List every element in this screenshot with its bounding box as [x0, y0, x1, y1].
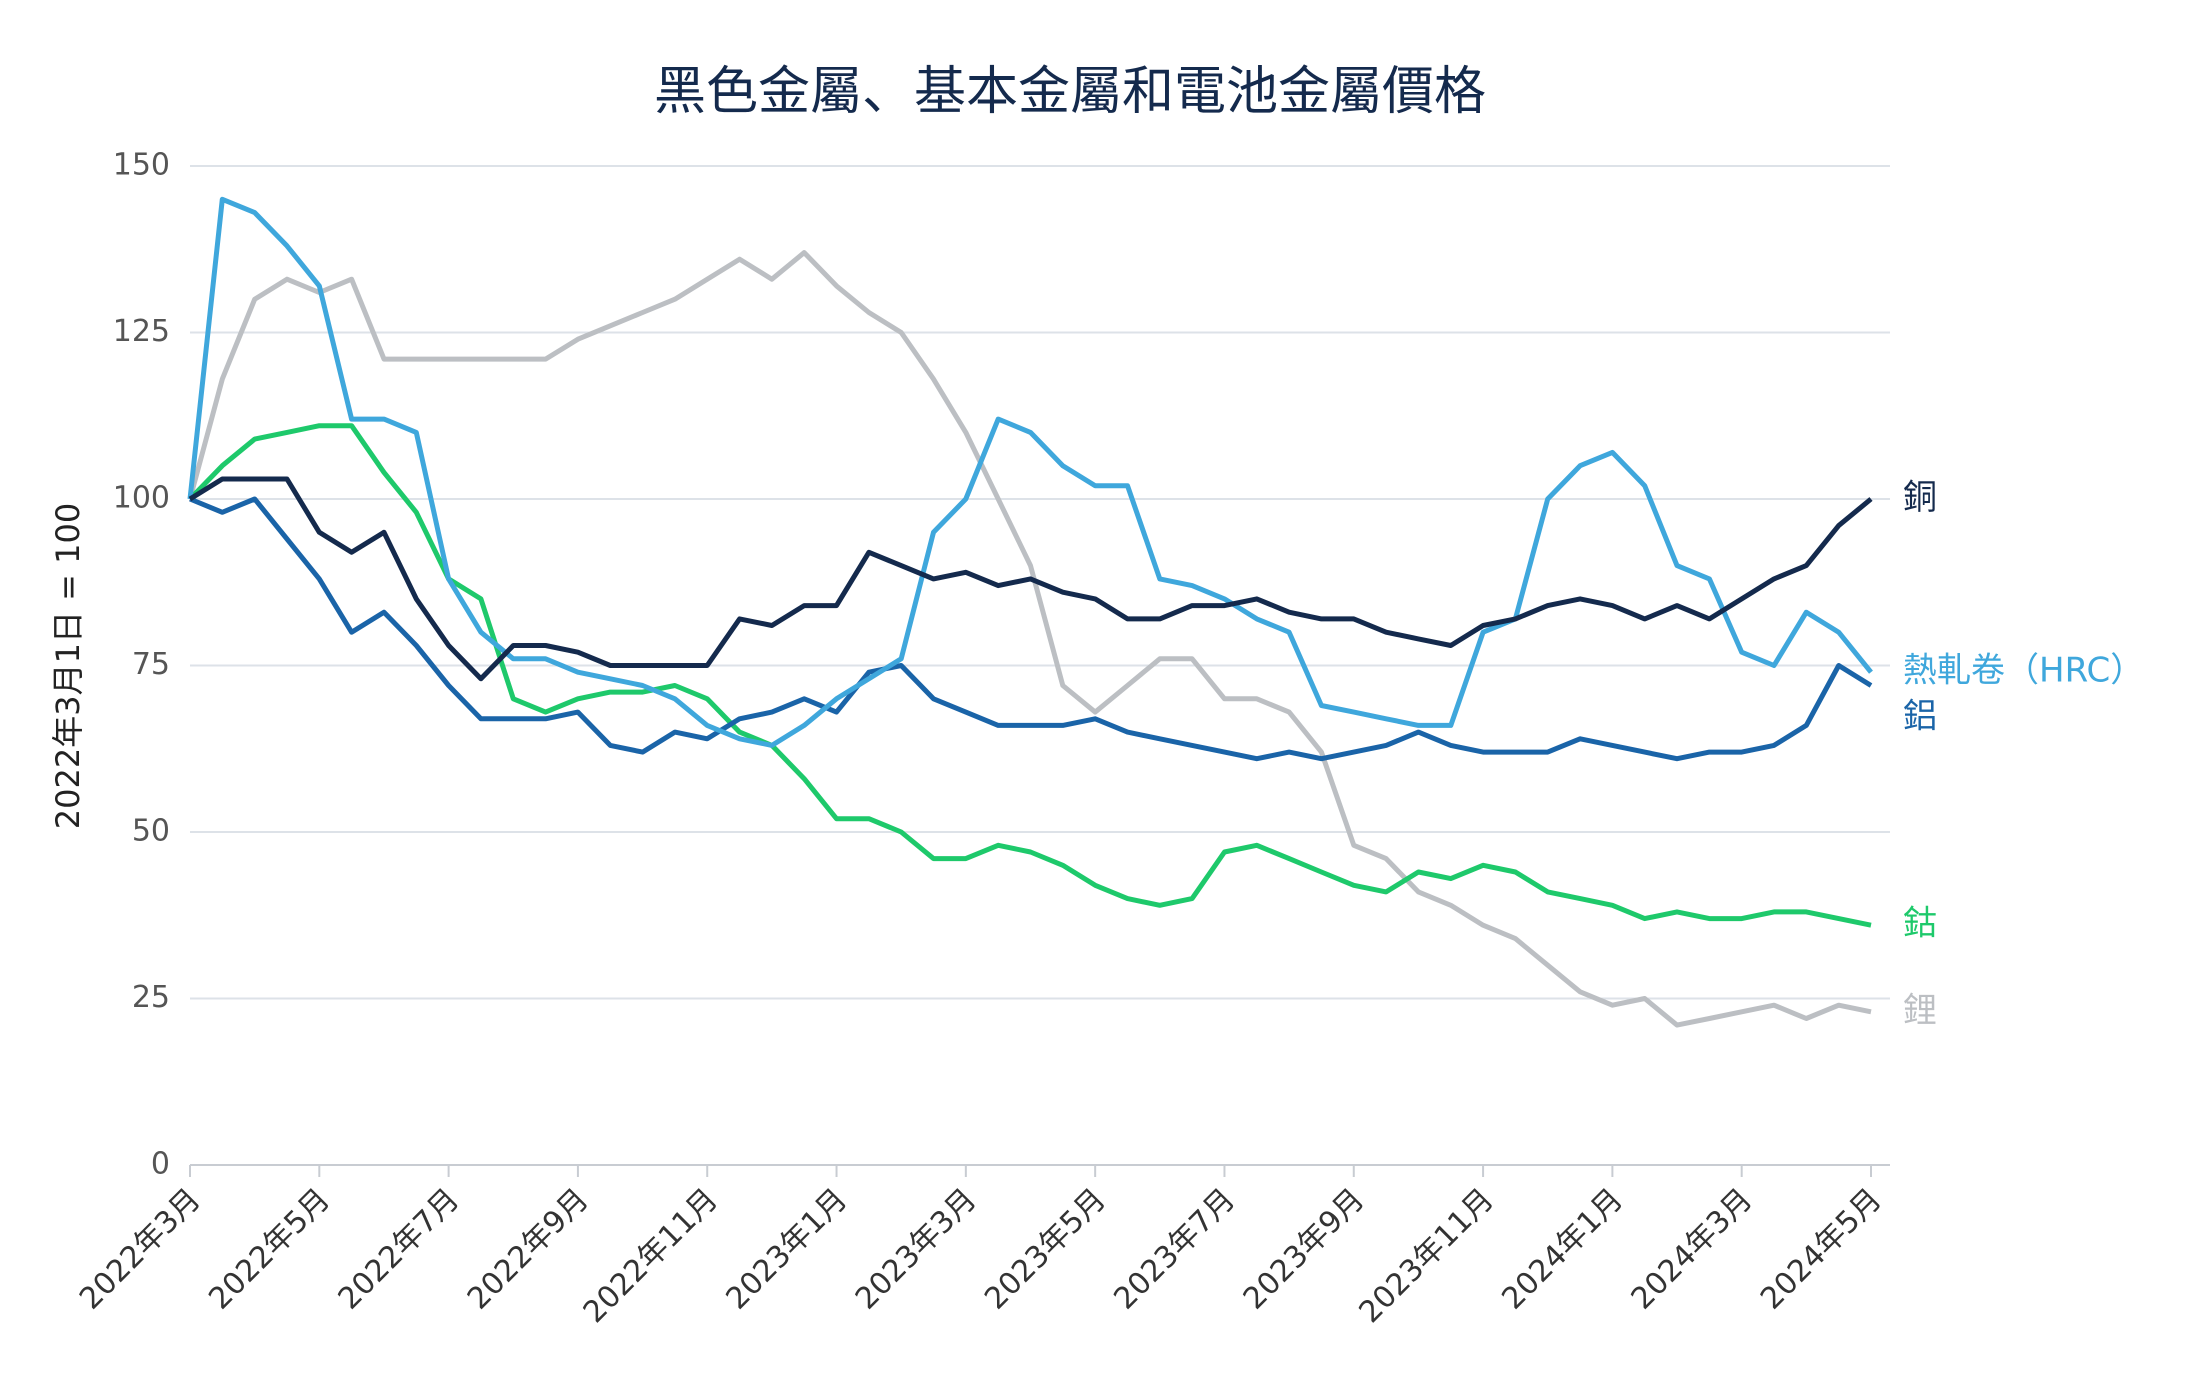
series-line: [188, 476, 1873, 682]
y-tick-label: 75: [132, 647, 170, 682]
x-tick-label: 2023年9月: [1237, 1182, 1372, 1317]
x-tick-label: 2023年3月: [849, 1182, 984, 1317]
legend-label: 銅: [1903, 478, 1937, 518]
y-tick-label: 100: [113, 481, 170, 516]
y-axis-label: 2022年3月1日 = 100: [49, 503, 87, 829]
x-tick-label: 2023年5月: [978, 1182, 1113, 1317]
x-tick-label: 2024年5月: [1754, 1182, 1889, 1317]
series-line: [187, 250, 1872, 1028]
x-tick-label: 2023年1月: [720, 1182, 855, 1317]
x-tick-label: 2022年9月: [461, 1182, 596, 1317]
x-tick-label: 2022年5月: [202, 1182, 337, 1317]
x-tick-label: 2022年3月: [73, 1182, 208, 1317]
x-tick-label: 2024年1月: [1495, 1182, 1630, 1317]
x-tick-label: 2024年3月: [1625, 1182, 1760, 1317]
chart-title: 黑色金屬、基本金屬和電池金屬價格: [654, 62, 1486, 122]
series-line: [188, 423, 1872, 928]
legend-label: 鋰: [1903, 990, 1937, 1030]
x-tick-label: 2022年11月: [577, 1182, 725, 1330]
y-tick-label: 0: [151, 1147, 170, 1182]
y-tick-label: 125: [113, 314, 170, 349]
legend-label: 熱軋卷（HRC）: [1903, 651, 2144, 691]
y-tick-label: 25: [132, 980, 170, 1015]
legend-label: 鋁: [1903, 697, 1937, 737]
series-line: [189, 496, 1873, 762]
x-tick-label: 2022年7月: [332, 1182, 467, 1317]
y-tick-label: 50: [132, 814, 170, 849]
legend-label: 鈷: [1903, 904, 1937, 944]
x-tick-label: 2023年7月: [1107, 1182, 1242, 1317]
x-tick-label: 2023年11月: [1353, 1182, 1501, 1330]
series-line: [187, 196, 1873, 748]
y-tick-label: 150: [113, 148, 170, 183]
